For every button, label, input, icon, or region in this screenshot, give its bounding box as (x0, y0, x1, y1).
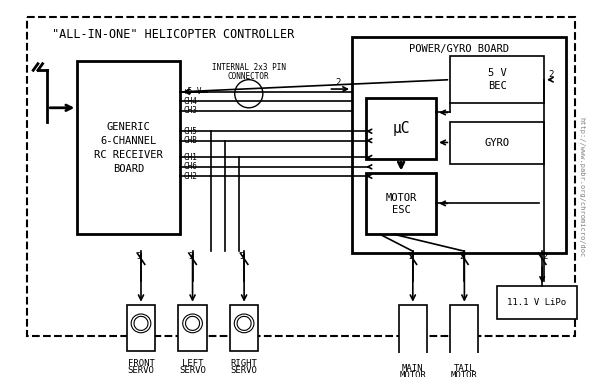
Text: 2: 2 (549, 70, 554, 80)
Text: LEFT: LEFT (182, 359, 203, 368)
Text: MAIN: MAIN (402, 364, 423, 373)
FancyBboxPatch shape (366, 173, 436, 234)
Text: 2: 2 (408, 252, 414, 261)
Text: 2: 2 (542, 252, 547, 261)
Text: SERVO: SERVO (231, 366, 258, 375)
Text: CH6: CH6 (183, 162, 197, 171)
Text: +5 V: +5 V (183, 87, 202, 97)
Text: TAIL: TAIL (453, 364, 475, 373)
Text: CH1: CH1 (183, 153, 197, 162)
FancyBboxPatch shape (366, 98, 436, 159)
FancyBboxPatch shape (230, 305, 258, 351)
Text: MOTOR: MOTOR (451, 371, 478, 377)
FancyBboxPatch shape (497, 286, 577, 319)
Text: POWER/GYRO BOARD: POWER/GYRO BOARD (409, 44, 509, 54)
Text: CH5: CH5 (183, 127, 197, 136)
Text: CH2: CH2 (183, 172, 197, 181)
Text: GENERIC
6-CHANNEL
RC RECEIVER
BOARD: GENERIC 6-CHANNEL RC RECEIVER BOARD (95, 122, 163, 174)
Text: MOTOR: MOTOR (400, 371, 426, 377)
Text: INTERNAL 2x3 PIN: INTERNAL 2x3 PIN (212, 63, 286, 72)
FancyBboxPatch shape (450, 122, 544, 164)
Text: μC: μC (392, 121, 410, 136)
Text: FRONT: FRONT (128, 359, 155, 368)
FancyBboxPatch shape (399, 305, 427, 356)
Text: RIGHT: RIGHT (231, 359, 258, 368)
FancyBboxPatch shape (450, 305, 478, 356)
Text: CH4: CH4 (183, 97, 197, 106)
Text: SERVO: SERVO (128, 366, 155, 375)
Text: CONNECTOR: CONNECTOR (228, 72, 269, 81)
Text: 3: 3 (188, 252, 193, 261)
Text: 5 V
BEC: 5 V BEC (488, 69, 507, 91)
Text: 3: 3 (240, 252, 245, 261)
FancyBboxPatch shape (352, 37, 566, 253)
FancyBboxPatch shape (178, 305, 207, 351)
Text: CH3: CH3 (183, 106, 197, 115)
FancyBboxPatch shape (450, 56, 544, 103)
Text: SERVO: SERVO (179, 366, 206, 375)
Text: http://www.pabr.org/chromicro/doc: http://www.pabr.org/chromicro/doc (579, 117, 585, 257)
FancyBboxPatch shape (77, 61, 180, 234)
Text: CHB: CHB (183, 136, 197, 145)
Text: 2: 2 (335, 78, 340, 87)
Text: GYRO: GYRO (485, 138, 510, 148)
Text: 11.1 V LiPo: 11.1 V LiPo (508, 298, 566, 307)
Text: 2: 2 (459, 252, 465, 261)
Text: 3: 3 (136, 252, 142, 261)
Text: "ALL-IN-ONE" HELICOPTER CONTROLLER: "ALL-IN-ONE" HELICOPTER CONTROLLER (52, 28, 295, 41)
FancyBboxPatch shape (127, 305, 155, 351)
Text: MOTOR
ESC: MOTOR ESC (386, 193, 417, 215)
